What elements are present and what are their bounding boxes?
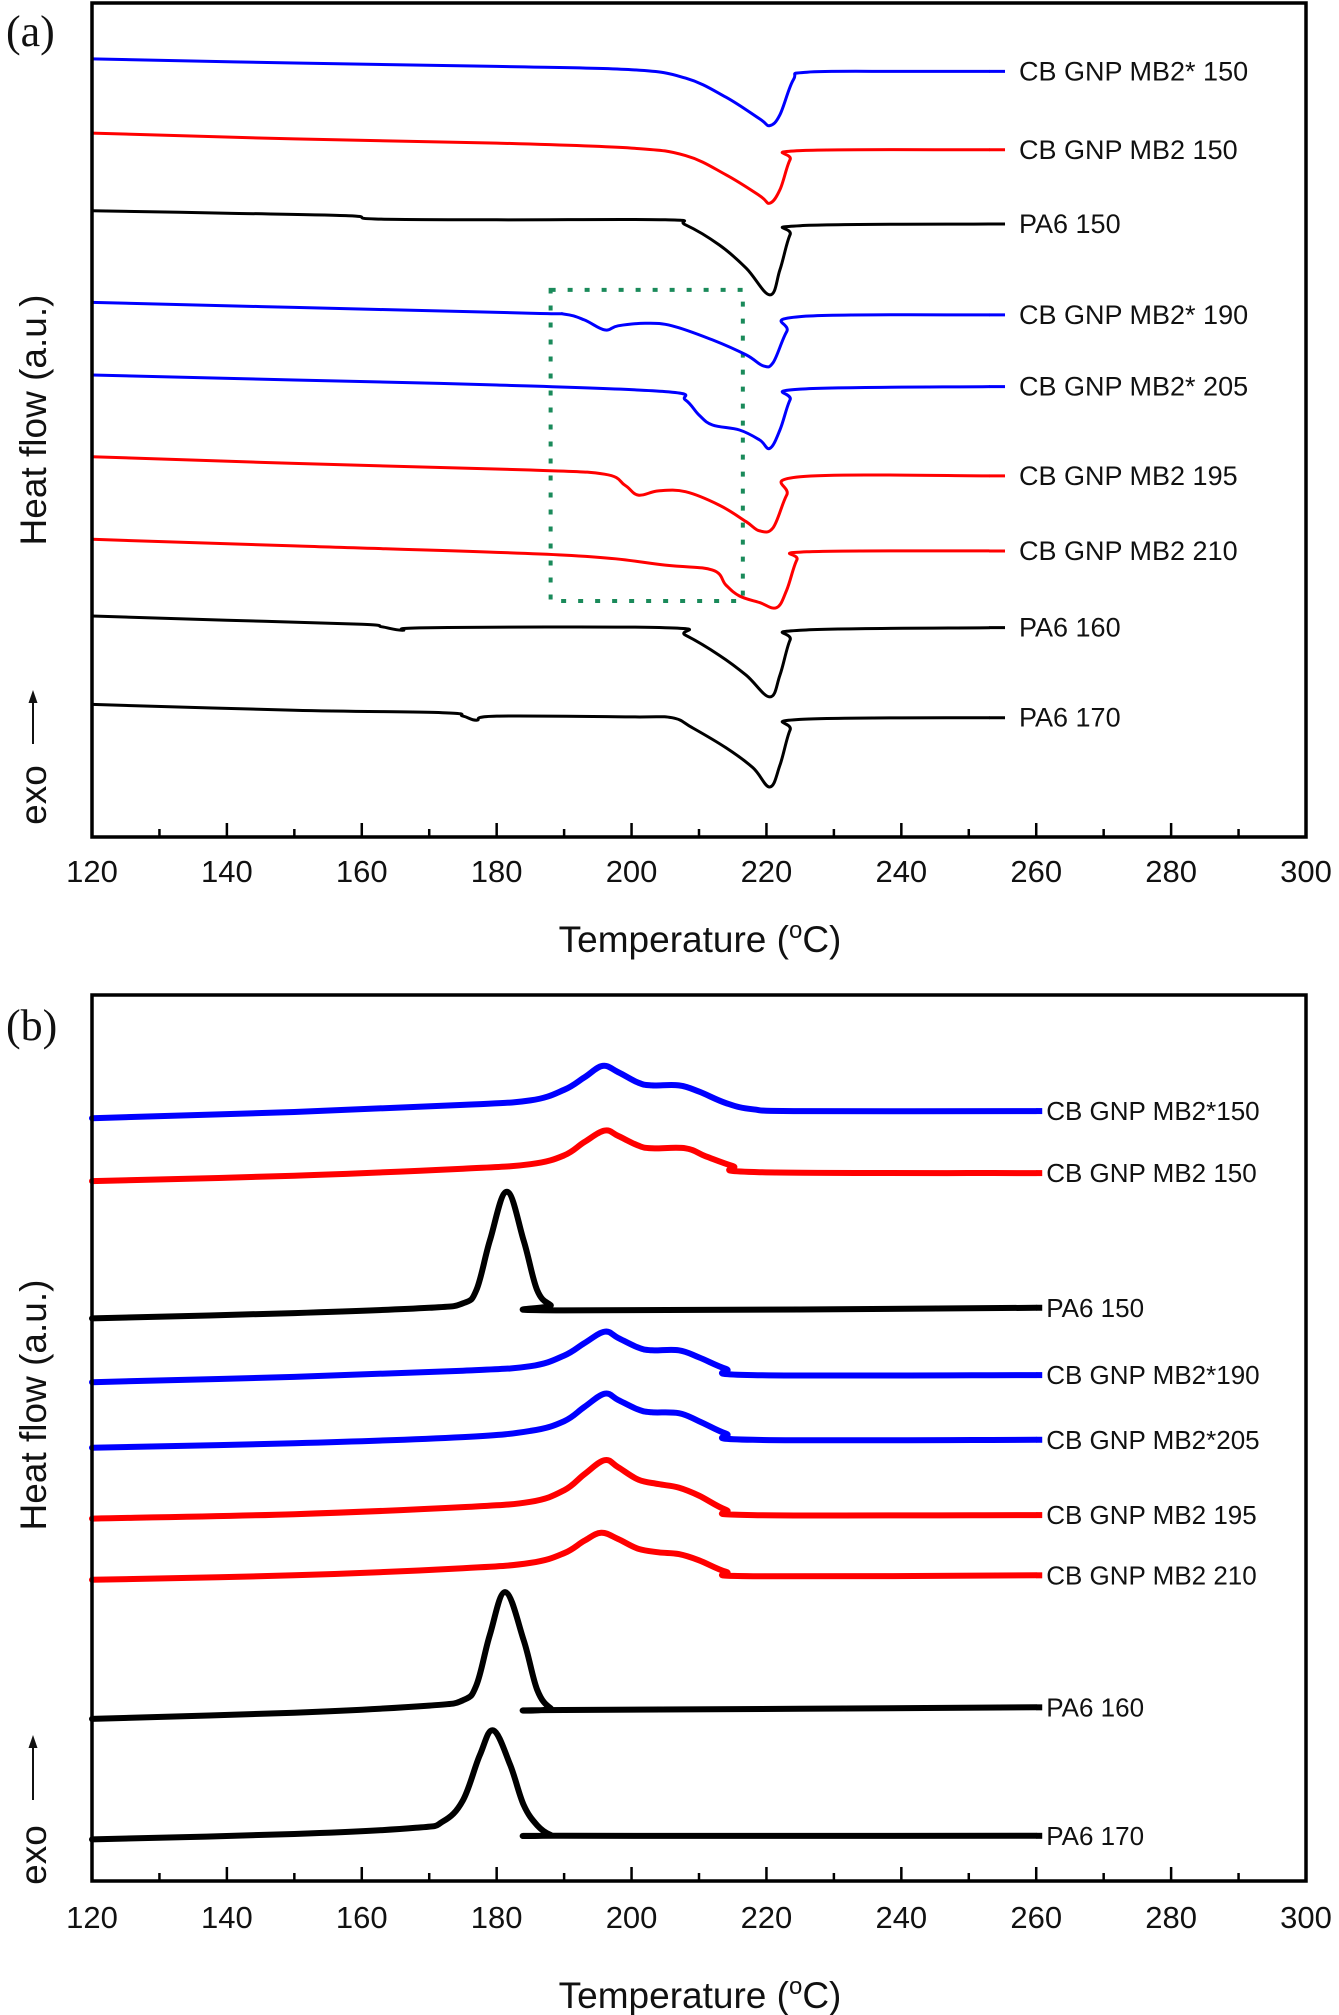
exo-indicator-b: exo	[13, 1735, 54, 1885]
x-tick-label: 200	[606, 1900, 658, 1935]
y-axis-title-a: Heat flow (a.u.)	[13, 295, 54, 546]
series-curve-cb-gnp-mb2-210	[89, 1529, 1040, 1583]
exo-label-a: exo	[13, 765, 54, 825]
plot-frame-b	[90, 993, 1308, 1883]
arrow-up-icon	[28, 1735, 38, 1748]
x-tick-label: 200	[606, 854, 658, 889]
series-label: PA6 160	[1019, 613, 1121, 643]
series-curve-pa6-150	[89, 1188, 1040, 1322]
x-axis-title-b: Temperature (oC)	[559, 1973, 842, 2015]
x-tick-label: 180	[471, 1900, 523, 1935]
x-tick-label: 260	[1010, 1900, 1062, 1935]
panel-label-a: (a)	[6, 7, 55, 56]
series-curve-cb-gnp-mb2-150	[89, 1127, 1040, 1185]
x-tick-label: 140	[201, 1900, 253, 1935]
series-curve-cb-gnp-mb2-150	[90, 131, 991, 205]
series-label: CB GNP MB2* 205	[1019, 372, 1248, 402]
series-label: CB GNP MB2* 190	[1019, 300, 1248, 330]
highlight-box-layer-a	[548, 287, 745, 603]
x-tick-label: 280	[1145, 854, 1197, 889]
series-curve-cb-gnp-mb2-205	[89, 1390, 1040, 1451]
arrow-up-icon	[28, 690, 38, 703]
curves-b	[89, 1062, 1043, 1843]
panel-b: (b) 120 140 160 180 200 220 240 260 280 300 CB GN…	[6, 993, 1332, 2015]
series-curve-cb-gnp-mb2-150	[90, 57, 991, 128]
exo-label-b: exo	[13, 1825, 54, 1885]
curves-a	[90, 57, 1006, 789]
panel-a: (a) 120 140 160 180 200 220 240 260 280 300 CB GN…	[6, 1, 1332, 960]
series-label: CB GNP MB2 195	[1046, 1500, 1257, 1530]
series-curve-cb-gnp-mb2-195	[90, 455, 991, 534]
x-tick-label: 300	[1280, 854, 1332, 889]
y-axis-title-b: Heat flow (a.u.)	[13, 1280, 54, 1531]
series-label: PA6 150	[1019, 209, 1121, 239]
series-curve-pa6-160	[90, 614, 991, 699]
x-tick-label: 160	[336, 854, 388, 889]
series-curve-pa6-160	[89, 1589, 1040, 1722]
series-labels-a: CB GNP MB2* 150 CB GNP MB2 150 PA6 150 CB G…	[1019, 56, 1248, 732]
series-label: PA6 170	[1046, 1821, 1144, 1851]
series-label: PA6 170	[1019, 703, 1121, 733]
x-tick-labels-b: 120 140 160 180 200 220 240 260 280 300	[66, 1900, 1332, 1935]
x-tick-label: 160	[336, 1900, 388, 1935]
exo-indicator-a: exo	[13, 690, 54, 825]
x-tick-label: 300	[1280, 1900, 1332, 1935]
series-curve-cb-gnp-mb2-195	[89, 1457, 1040, 1522]
x-tick-label: 240	[875, 854, 927, 889]
x-tick-label: 260	[1010, 854, 1062, 889]
x-tick-label: 220	[741, 854, 793, 889]
x-tick-label: 180	[471, 854, 523, 889]
series-label: CB GNP MB2*205	[1046, 1425, 1259, 1455]
x-tick-labels-a: 120 140 160 180 200 220 240 260 280 300	[66, 854, 1332, 889]
x-tick-label: 140	[201, 854, 253, 889]
series-label: CB GNP MB2 210	[1046, 1560, 1257, 1590]
series-labels-b: CB GNP MB2*150 CB GNP MB2 150 PA6 150 CB GN…	[1046, 1096, 1259, 1851]
series-curve-cb-gnp-mb2-210	[90, 537, 991, 610]
series-curve-cb-gnp-mb2-190	[89, 1328, 1040, 1386]
x-axis-ticks-a	[90, 823, 1308, 837]
series-label: CB GNP MB2*150	[1046, 1096, 1259, 1126]
plot-frame-a	[90, 1, 1308, 839]
series-label: PA6 160	[1046, 1692, 1144, 1722]
x-tick-label: 120	[66, 854, 118, 889]
series-curve-cb-gnp-mb2-205	[90, 373, 991, 451]
series-curve-cb-gnp-mb2-150	[89, 1062, 1040, 1122]
series-curve-pa6-170	[90, 702, 991, 789]
series-label: CB GNP MB2 150	[1019, 135, 1238, 165]
x-tick-label: 240	[875, 1900, 927, 1935]
series-label: PA6 150	[1046, 1293, 1144, 1323]
panel-label-b: (b)	[6, 1001, 57, 1050]
x-tick-label: 280	[1145, 1900, 1197, 1935]
highlight-box	[548, 287, 745, 603]
series-label: CB GNP MB2* 150	[1019, 56, 1248, 86]
series-label: CB GNP MB2*190	[1046, 1360, 1259, 1390]
series-label: CB GNP MB2 210	[1019, 536, 1238, 566]
series-curve-cb-gnp-mb2-190	[90, 300, 991, 369]
series-label: CB GNP MB2 150	[1046, 1158, 1257, 1188]
series-label: CB GNP MB2 195	[1019, 461, 1238, 491]
x-tick-label: 220	[741, 1900, 793, 1935]
x-axis-ticks-b	[90, 1867, 1308, 1881]
x-axis-title-a: Temperature (oC)	[559, 917, 842, 960]
series-curve-pa6-170	[89, 1727, 1040, 1843]
series-curve-pa6-150	[90, 209, 991, 297]
x-tick-label: 120	[66, 1900, 118, 1935]
